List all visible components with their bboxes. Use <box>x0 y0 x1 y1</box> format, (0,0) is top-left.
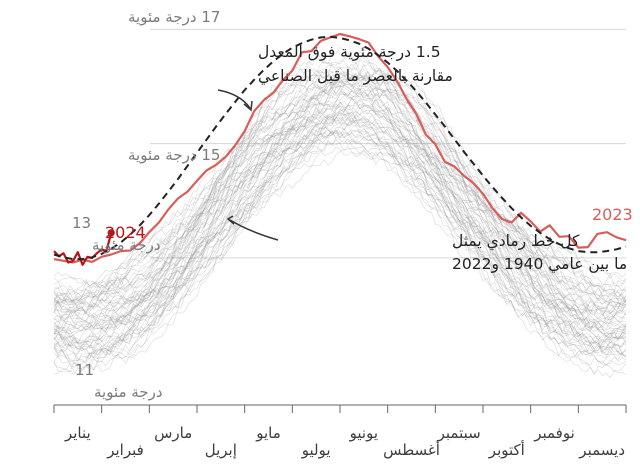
grey-year-line <box>53 104 627 344</box>
grey-year-line <box>53 145 627 378</box>
gridlines <box>150 28 626 259</box>
grey-year-line <box>53 77 627 328</box>
grey-year-line <box>53 69 627 306</box>
y-tick-label-13-unit: درجة مئوية <box>92 236 161 254</box>
grey-year-line <box>53 119 627 359</box>
annotation-dashed-line-1: 1.5 درجة مئوية فوق المعدل <box>258 43 441 61</box>
grey-year-line <box>53 129 627 365</box>
x-tick-label: أغسطس <box>383 440 440 459</box>
grey-lines-1940-2022 <box>53 46 627 378</box>
grey-year-line <box>53 113 627 350</box>
grey-year-line <box>53 80 627 330</box>
grey-year-line <box>53 72 627 323</box>
grey-year-line <box>53 74 627 313</box>
grey-year-line <box>53 99 627 335</box>
grey-year-line <box>53 82 627 331</box>
grey-year-line <box>53 70 627 309</box>
y-tick-label-13-number: 13 <box>72 214 91 232</box>
grey-year-line <box>53 115 627 362</box>
grey-year-line <box>53 79 627 322</box>
grey-year-line <box>53 114 627 355</box>
x-tick-label: يونيو <box>349 424 378 442</box>
grey-year-line <box>53 81 627 314</box>
grey-year-line <box>53 116 627 367</box>
grey-year-line <box>53 107 627 354</box>
annotation-arrowhead-dashed <box>243 100 253 112</box>
grey-year-line <box>53 124 627 363</box>
annotation-arrowhead-grey <box>226 215 235 225</box>
grey-year-line <box>53 103 627 354</box>
grey-year-line <box>53 112 627 357</box>
grey-year-line <box>53 97 627 345</box>
y-tick-label-17: 17 درجة مئوية <box>128 8 220 26</box>
grey-year-line <box>53 46 627 295</box>
grey-year-line <box>53 53 627 300</box>
series-label-2024: 2024 <box>105 223 146 242</box>
grey-year-line <box>53 146 627 375</box>
series-line-0 <box>53 32 627 264</box>
annotation-arrow-grey <box>229 219 279 241</box>
grey-year-line <box>53 106 627 354</box>
x-tick-label: يوليو <box>301 441 331 459</box>
grey-year-line <box>53 90 627 329</box>
grey-year-line <box>53 75 627 323</box>
grey-year-line <box>53 128 627 375</box>
x-tick-label: فبراير <box>106 441 144 459</box>
annotation-arrow-dashed <box>217 89 251 109</box>
grey-year-line <box>53 70 627 322</box>
x-tick-label: أكتوبر <box>488 440 525 459</box>
x-tick-label: سبتمبر <box>437 424 481 442</box>
grey-year-line <box>53 108 627 341</box>
y-tick-label-15: 15 درجة مئوية <box>128 146 220 164</box>
x-tick-label: نوفمبر <box>533 424 575 442</box>
grey-year-line <box>53 129 627 371</box>
grey-year-line <box>53 76 627 314</box>
grey-year-line <box>53 96 627 344</box>
grey-year-line <box>53 127 627 367</box>
annotation-grey-lines-1: كل خط رمادي يمثل <box>452 232 580 251</box>
grey-year-line <box>53 130 627 373</box>
y-tick-label-11-unit: درجة مئوية <box>94 383 163 401</box>
grey-year-line <box>53 59 627 310</box>
grey-year-line <box>53 70 627 302</box>
series-line-2 <box>53 35 627 261</box>
grey-year-line <box>53 67 627 309</box>
grey-year-line <box>53 84 627 332</box>
grey-year-line <box>53 61 627 297</box>
x-tick-label: مارس <box>154 424 192 442</box>
annotation-grey-lines-2: ما بين عامي 1940 و2022 <box>452 255 627 274</box>
grey-year-line <box>53 53 627 305</box>
grey-year-line <box>53 136 627 376</box>
grey-year-line <box>53 126 627 362</box>
grey-year-line <box>53 65 627 309</box>
grey-year-line <box>53 133 627 367</box>
grey-year-line <box>53 114 627 344</box>
grey-year-line <box>53 76 627 321</box>
grey-year-line <box>53 91 627 330</box>
grey-year-line <box>53 86 627 323</box>
grey-year-line <box>53 104 627 338</box>
grey-year-line <box>53 111 627 353</box>
series-2024-endpoint <box>107 229 115 237</box>
grey-year-line <box>53 70 627 316</box>
series-lines <box>53 32 627 266</box>
annotation-dashed-line-2: مقارنة بالعصر ما قبل الصناعي <box>258 67 453 86</box>
series-label-2023: 2023 <box>592 205 633 224</box>
x-tick-label: يناير <box>64 424 91 442</box>
x-tick-label: ديسمبر <box>578 441 625 459</box>
x-tick-label: إبريل <box>205 441 237 459</box>
x-axis: يناير فبراير مارس إبريل مايو يوليو يونيو أغسطسس… <box>53 404 627 459</box>
grey-year-line <box>53 101 627 351</box>
grey-year-line <box>53 64 627 316</box>
grey-year-line <box>53 54 627 303</box>
grey-year-line <box>53 87 627 339</box>
grey-year-line <box>53 79 627 330</box>
grey-year-line <box>53 99 627 350</box>
y-tick-label-11-number: 11 <box>75 361 94 379</box>
x-tick-label: مايو <box>255 424 281 442</box>
series-line-1 <box>53 232 113 266</box>
